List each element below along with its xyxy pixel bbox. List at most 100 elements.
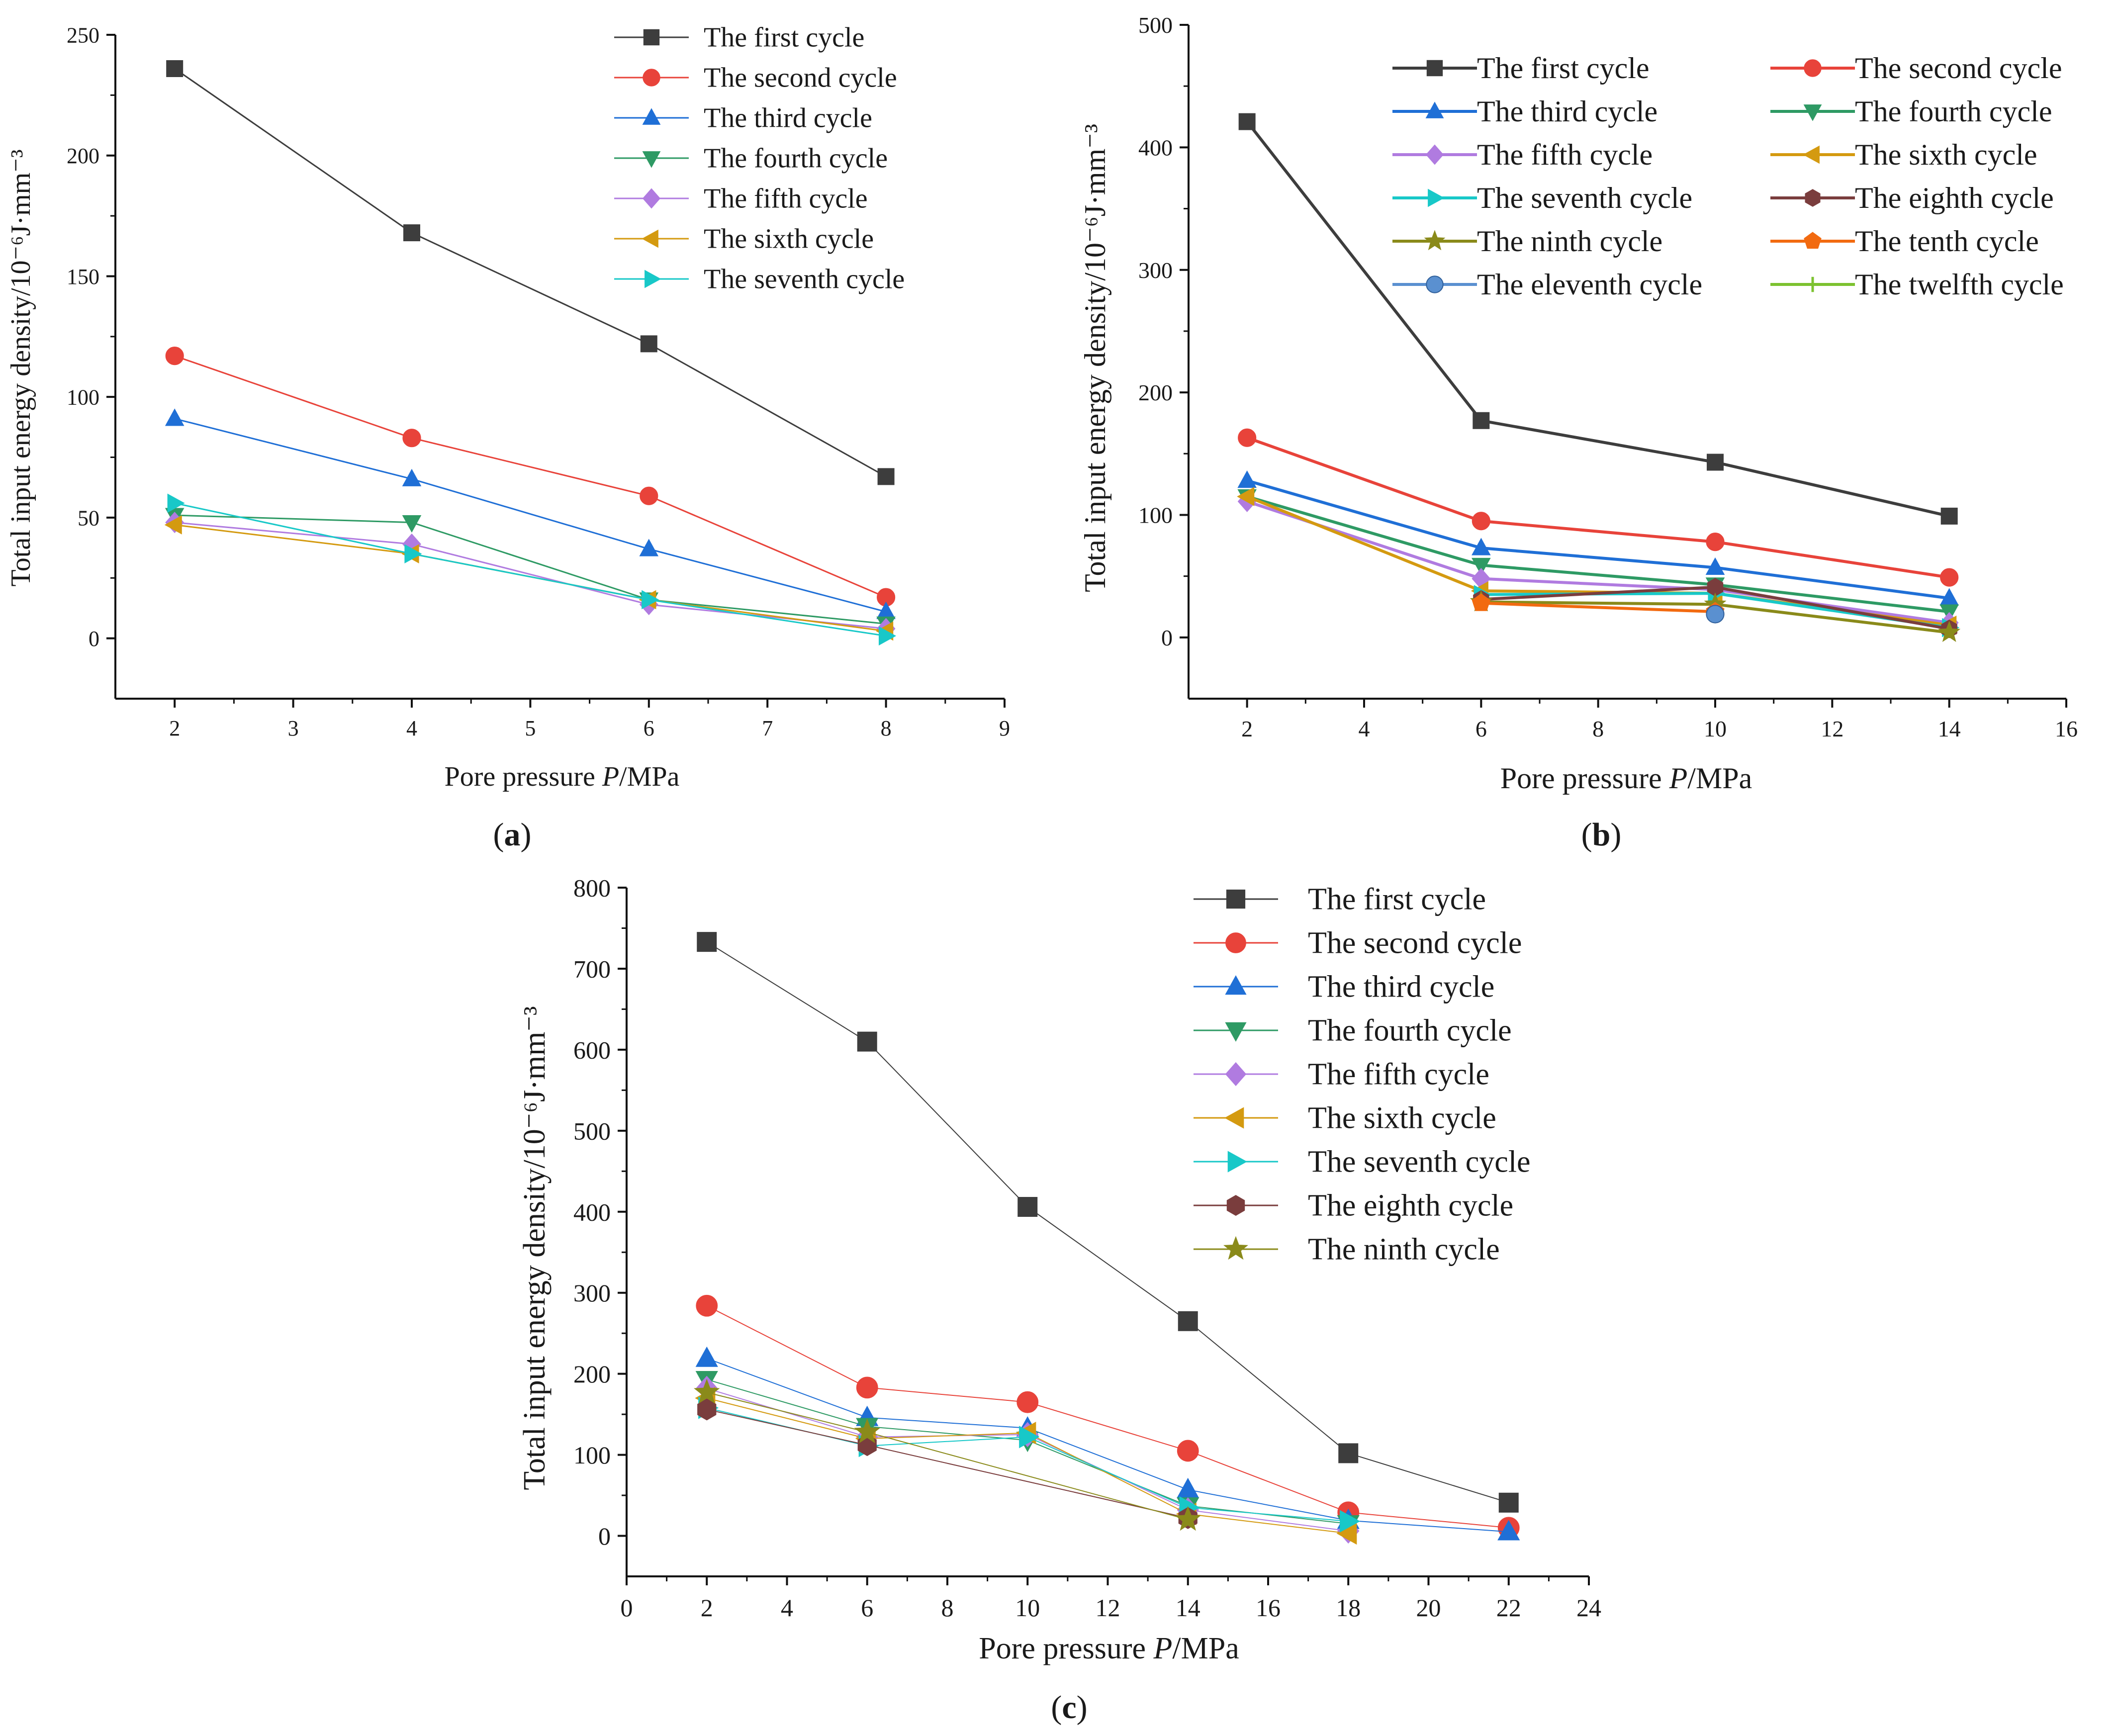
x-tick-label: 14	[1176, 1594, 1200, 1622]
y-tick-label: 400	[1138, 135, 1173, 160]
x-tick-label: 10	[1015, 1594, 1040, 1622]
data-point	[1177, 1440, 1199, 1462]
legend-marker	[1225, 975, 1247, 995]
series-line	[174, 418, 886, 613]
legend-label: The second cycle	[704, 62, 897, 93]
legend-label: The fifth cycle	[1477, 138, 1653, 171]
panel-label: (b)	[1581, 817, 1622, 853]
x-tick-label: 10	[1704, 716, 1727, 741]
legend-label: The fifth cycle	[704, 183, 868, 214]
y-tick-label: 600	[573, 1036, 611, 1064]
y-tick-label: 100	[1138, 503, 1173, 528]
series-line	[706, 1305, 1509, 1529]
data-point	[1940, 507, 1958, 525]
legend-label: The third cycle	[1477, 95, 1658, 128]
data-point	[857, 1031, 877, 1052]
y-tick-label: 0	[89, 627, 99, 651]
data-point	[164, 515, 182, 535]
legend-label: The first cycle	[1308, 882, 1486, 916]
series-line	[175, 524, 886, 632]
legend-label: The eighth cycle	[1308, 1188, 1513, 1222]
legend-label: The first cycle	[1477, 52, 1650, 85]
legend-marker	[1225, 932, 1246, 953]
legend-label: The tenth cycle	[1855, 225, 2039, 258]
series-line	[1246, 120, 1950, 518]
data-point	[642, 590, 659, 610]
y-tick-label: 300	[1138, 258, 1173, 283]
data-point	[403, 224, 420, 242]
legend-label: The third cycle	[704, 102, 872, 133]
y-tick-label: 200	[1138, 380, 1173, 405]
y-tick-label: 100	[67, 385, 99, 410]
legend-marker	[1424, 230, 1446, 251]
data-point	[1706, 605, 1725, 624]
x-tick-label: 2	[169, 716, 180, 740]
y-tick-label: 150	[67, 265, 99, 289]
series-second	[165, 347, 896, 607]
y-axis-label: Total input energy density/10⁻⁶J·mm⁻³	[1079, 124, 1111, 592]
data-point	[856, 1376, 878, 1399]
data-point	[1016, 1391, 1039, 1413]
data-point	[639, 539, 659, 556]
series-third	[165, 408, 896, 619]
legend-label: The eighth cycle	[1855, 182, 2054, 214]
series-line	[1246, 479, 1950, 600]
x-tick-label: 2	[701, 1594, 713, 1622]
x-tick-label: 6	[861, 1594, 873, 1622]
legend-marker	[1803, 145, 1820, 164]
x-tick-label: 0	[621, 1594, 633, 1622]
series-line	[1246, 495, 1950, 614]
legend-marker	[1225, 1062, 1247, 1087]
data-point	[1178, 1311, 1198, 1331]
y-tick-label: 0	[598, 1522, 611, 1550]
data-point	[640, 335, 657, 353]
series-line	[174, 355, 887, 598]
legend-label: The sixth cycle	[1308, 1101, 1496, 1135]
data-point	[854, 1418, 880, 1444]
data-point	[640, 486, 658, 505]
data-point	[1338, 1443, 1359, 1463]
y-axis-label: Total input energy density/10⁻⁶J·mm⁻³	[5, 149, 36, 586]
series-seventh	[167, 493, 897, 646]
panel-label: (a)	[493, 817, 532, 853]
x-tick-label: 8	[1592, 716, 1604, 741]
series-third	[1237, 470, 1959, 606]
x-axis-label: Pore pressure P/MPa	[1500, 762, 1752, 795]
y-tick-label: 100	[573, 1441, 611, 1469]
series-first	[1238, 113, 1958, 525]
data-point	[1175, 1506, 1201, 1531]
legend-marker	[1224, 1107, 1244, 1129]
series-first	[166, 60, 895, 485]
data-point	[1498, 1492, 1519, 1513]
legend: The first cycle The second cycle The third…	[614, 22, 905, 294]
y-tick-label: 300	[573, 1279, 611, 1307]
data-point	[1497, 1520, 1520, 1541]
x-tick-label: 2	[1241, 716, 1253, 741]
data-point	[402, 515, 422, 533]
x-tick-label: 4	[406, 716, 417, 740]
legend-marker	[1804, 59, 1822, 77]
x-tick-label: 4	[781, 1594, 793, 1622]
x-tick-label: 16	[1256, 1594, 1281, 1622]
chart-panel-a: 0 50 100 150 200 250 2 3 4 5 6 7 8 9 Pore pressure P/M…	[5, 22, 1010, 853]
x-tick-label: 5	[525, 716, 536, 740]
legend-label: The first cycle	[704, 22, 864, 53]
series-eleventh	[1706, 605, 1725, 624]
y-tick-label: 700	[573, 955, 611, 983]
data-point	[694, 1378, 720, 1404]
data-point	[1017, 1196, 1038, 1217]
x-axis-label: Pore pressure P/MPa	[979, 1632, 1239, 1665]
series-fourth	[165, 508, 896, 634]
legend-label: The ninth cycle	[1477, 225, 1662, 258]
legend-label: The seventh cycle	[1477, 182, 1692, 214]
series-first	[697, 932, 1519, 1513]
legend-label: The eleventh cycle	[1477, 268, 1702, 301]
legend: The first cycle The second cycle The third…	[1392, 52, 2064, 301]
data-point	[1177, 1477, 1199, 1498]
legend-label: The ninth cycle	[1308, 1232, 1500, 1266]
panel-label: (c)	[1051, 1689, 1087, 1726]
series-line	[174, 68, 887, 477]
legend-marker	[1225, 1022, 1247, 1042]
legend-marker	[1803, 104, 1822, 121]
series-sixth	[164, 515, 894, 641]
